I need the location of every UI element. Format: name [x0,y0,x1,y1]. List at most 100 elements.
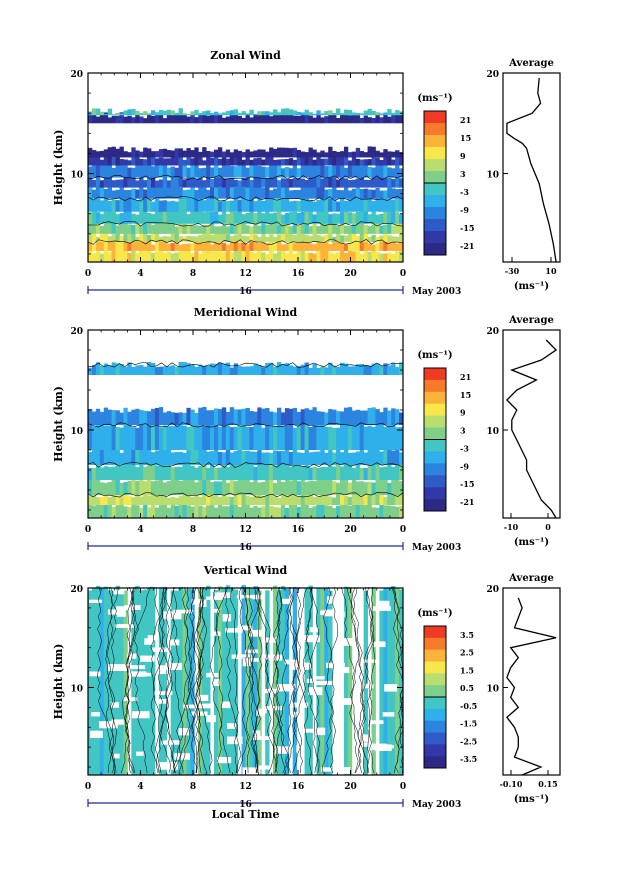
heatmap-cell [312,113,317,116]
heatmap-cell [99,180,105,188]
heatmap-cell [143,189,148,199]
heatmap-cell [359,113,365,116]
contour-line [122,586,152,774]
heatmap-cell [119,112,124,124]
contour-line [295,586,312,774]
heatmap-cell [347,482,353,495]
heatmap-cell [99,497,105,505]
heatmap-cell [304,222,309,234]
heatmap-cell [336,494,341,505]
heatmap-cell [347,366,353,375]
heatmap-cell [221,462,227,480]
heatmap-gap [213,679,221,686]
heatmap-cell [249,366,254,375]
heatmap-gap [382,712,395,717]
heatmap-cell [245,113,250,124]
heatmap-cell [186,148,191,158]
x-tick-label: 0 [85,782,91,792]
heatmap-cell [162,210,168,224]
contour-line [292,586,313,774]
profile-x-tick-label: -30 [505,266,520,276]
heatmap-cell [359,189,365,199]
heatmap-gap [292,662,312,670]
heatmap-gap [111,719,124,725]
heatmap-cell [111,190,116,199]
heatmap-cell [166,497,172,505]
colorbar-label: 21 [460,372,471,382]
contour-line [237,586,252,774]
heatmap-cell [115,585,120,775]
heatmap-cell [363,590,368,775]
heatmap-cell [292,448,298,465]
heatmap-cell [119,364,124,375]
heatmap-cell [300,151,305,158]
heatmap-cell [233,187,239,199]
heatmap-cell [229,155,235,166]
heatmap-cell [304,362,309,375]
heatmap-cell [395,587,400,775]
heatmap-cell [111,234,116,242]
heatmap-cell [265,503,270,518]
heatmap-cell [123,231,128,242]
heatmap-cells [87,108,404,262]
colorbar-swatch [424,243,446,256]
heatmap-cell [210,185,215,199]
heatmap-cell [190,423,195,450]
heatmap-cell [265,408,270,425]
heatmap-cell [280,113,286,124]
heatmap-cell [261,481,266,495]
heatmap-cell [324,195,329,212]
heatmap-cell [135,150,140,158]
heatmap-cell [332,452,337,465]
x-tick-label: 20 [344,782,357,792]
heatmap-cell [277,159,282,166]
heatmap-cell [347,505,353,518]
heatmap-cell [99,467,105,480]
heatmap-cell [198,364,203,375]
heatmap-cell [363,232,368,242]
heatmap-cell [391,478,396,495]
heatmap-cell [269,213,274,224]
heatmap-cell [340,241,345,251]
heatmap-cell [351,179,357,188]
heatmap-gap [227,723,236,729]
heatmap-cell [135,189,140,199]
heatmap-cell [300,184,305,199]
heatmap-cell [347,109,353,116]
heatmap-gap [124,605,141,610]
heatmap-cell [312,451,317,465]
heatmap-cell [395,189,400,199]
heatmap-cell [198,466,203,480]
heatmap-cell [107,156,113,166]
heatmap-cell [284,253,290,262]
heatmap-cell [119,502,124,518]
heatmap-cell [253,213,258,224]
heatmap-cell [111,115,116,124]
heatmap-cell [288,502,294,518]
heatmap-cell [273,148,278,158]
colorbar-swatch [424,451,446,464]
heatmap-cell [257,422,262,450]
heatmap-cell [186,477,191,495]
heatmap-gap [314,727,326,736]
heatmap-cell [367,189,372,199]
heatmap-cell [253,174,258,188]
heatmap-cell [288,114,294,124]
heatmap-cell [367,117,372,124]
heatmap-cell [174,367,179,375]
heatmap-cell [111,492,116,505]
heatmap-cell [107,236,113,242]
heatmap-cell [151,481,156,495]
heatmap-cell [379,159,384,166]
colorbar-swatch [424,463,446,476]
heatmap-cell [119,249,124,262]
heatmap-cell [241,366,246,375]
heatmap-cell [182,210,187,224]
heatmap-cell [151,174,156,188]
heatmap-cell [88,467,93,480]
heatmap-cell [304,179,309,188]
colorbar-label: 3 [460,426,466,436]
heatmap-cell [123,110,128,116]
heatmap-cell [111,507,116,518]
heatmap-cell [103,174,109,188]
